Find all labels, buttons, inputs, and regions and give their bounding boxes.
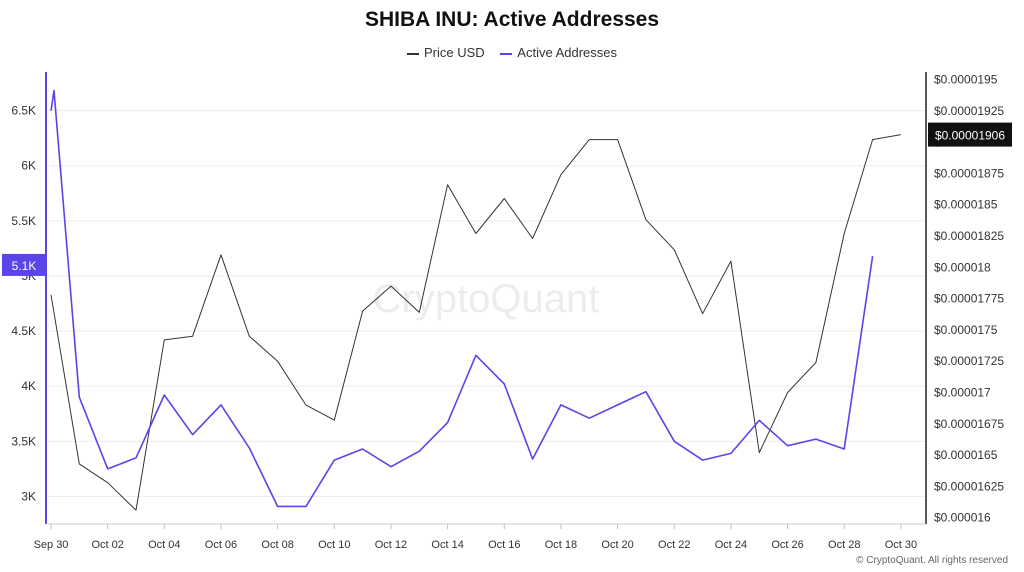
- x-tick-label: Oct 18: [545, 539, 577, 551]
- y-right-tick-label: $0.000018: [934, 260, 991, 274]
- axes: [45, 72, 927, 529]
- tick-labels: 3K3.5K4K4.5K5K5.5K6K6.5K$0.000016$0.0000…: [2, 73, 1012, 551]
- current-active-addresses-badge: [2, 253, 46, 276]
- current-active-addresses-label: 5.1K: [12, 259, 37, 273]
- y-right-tick-label: $0.000017: [934, 386, 991, 400]
- legend-swatch-active-addresses: [500, 52, 513, 55]
- y-left-tick-label: 6.5K: [11, 104, 36, 118]
- x-tick-label: Oct 08: [261, 539, 293, 551]
- x-tick-label: Oct 20: [601, 539, 633, 551]
- copyright-notice: © CryptoQuant. All rights reserved: [856, 555, 1008, 566]
- y-left-tick-label: 5.5K: [11, 214, 36, 228]
- y-right-tick-label: $0.00001725: [934, 354, 1004, 368]
- y-right-tick-label: $0.0000185: [934, 198, 998, 212]
- current-price-label: $0.00001906: [935, 129, 1005, 143]
- x-tick-label: Oct 10: [318, 539, 350, 551]
- x-tick-label: Oct 06: [205, 539, 237, 551]
- legend-label-price: Price USD: [423, 45, 485, 60]
- legend-label-active-addresses: Active Addresses: [517, 45, 618, 60]
- x-tick-label: Oct 14: [431, 539, 463, 551]
- x-tick-label: Oct 22: [658, 539, 690, 551]
- y-left-tick-label: 3.5K: [11, 434, 36, 448]
- y-left-tick-label: 4.5K: [11, 324, 36, 338]
- y-right-tick-label: $0.0000165: [934, 448, 998, 462]
- y-right-tick-label: $0.00001925: [934, 104, 1004, 118]
- y-left-tick-label: 4K: [21, 379, 36, 393]
- x-tick-label: Oct 02: [91, 539, 123, 551]
- active-addresses-line: [50, 89, 874, 508]
- chart-title: SHIBA INU: Active Addresses: [364, 8, 660, 31]
- legend-item-active-addresses[interactable]: Active Addresses: [500, 45, 617, 60]
- x-tick-label: Oct 28: [828, 539, 860, 551]
- legend-item-price[interactable]: Price USD: [406, 45, 485, 60]
- y-right-tick-label: $0.00001625: [934, 479, 1004, 493]
- y-left-tick-label: 3K: [21, 489, 36, 503]
- x-tick-label: Oct 24: [715, 539, 747, 551]
- y-left-tick-label: 6K: [21, 159, 36, 173]
- current-price-badge: [928, 122, 1012, 147]
- x-tick-label: Oct 30: [885, 539, 917, 551]
- chart-legend: Price USD Active Addresses: [0, 45, 1024, 60]
- x-tick-label: Sep 30: [34, 539, 69, 551]
- legend-swatch-price: [406, 52, 419, 55]
- watermark: CryptoQuant: [373, 277, 600, 321]
- x-tick-label: Oct 12: [375, 539, 407, 551]
- y-right-tick-label: $0.000016: [934, 511, 991, 525]
- price-usd-line: [50, 134, 901, 511]
- y-right-tick-label: $0.00001825: [934, 229, 1004, 243]
- y-right-tick-label: $0.0000195: [934, 73, 998, 87]
- x-tick-label: Oct 16: [488, 539, 520, 551]
- y-right-tick-label: $0.00001775: [934, 292, 1004, 306]
- y-right-tick-label: $0.00001675: [934, 417, 1004, 431]
- y-right-tick-label: $0.00001875: [934, 166, 1004, 180]
- series-lines: [50, 89, 901, 511]
- x-tick-label: Oct 26: [771, 539, 803, 551]
- y-right-tick-label: $0.0000175: [934, 323, 998, 337]
- x-tick-label: Oct 04: [148, 539, 180, 551]
